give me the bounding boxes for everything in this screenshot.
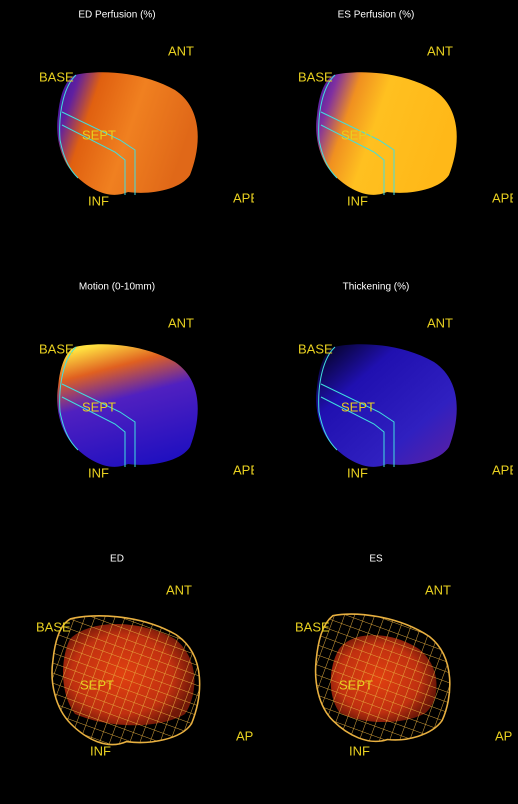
panel: ED Perfusion (%) ANT BASE SEPT INF APEX: [39, 10, 268, 209]
orientation-label: BASE: [298, 69, 333, 84]
panel: ES Perfusion (%) ANT BASE SEPT INF APEX: [298, 10, 518, 209]
orientation-label: SEPT: [82, 399, 116, 414]
orientation-label: INF: [349, 743, 370, 758]
orientation-label: APEX: [236, 728, 271, 743]
orientation-label: INF: [90, 743, 111, 758]
orientation-label: INF: [347, 193, 368, 208]
orientation-label: APEX: [233, 462, 268, 477]
orientation-label: ANT: [425, 582, 451, 597]
panel-title: ES: [369, 554, 383, 565]
orientation-label: ANT: [166, 582, 192, 597]
orientation-label: SEPT: [341, 399, 375, 414]
orientation-label: INF: [88, 465, 109, 480]
orientation-label: SEPT: [80, 677, 114, 692]
orientation-label: INF: [347, 465, 368, 480]
orientation-label: APEX: [492, 462, 518, 477]
segment-outline: [318, 346, 395, 467]
panel-title: ED: [110, 554, 124, 565]
wireframe: [314, 613, 451, 743]
orientation-label: BASE: [295, 619, 330, 634]
panel: Motion (0-10mm) ANT BASE SEPT INF APEX: [39, 282, 268, 481]
panel: ES ANT BASE SEPT INF APEX: [295, 554, 518, 759]
ventricle-surface: [57, 344, 198, 467]
ventricle-surface: [316, 344, 457, 467]
panel-title: ED Perfusion (%): [78, 10, 155, 21]
orientation-label: BASE: [298, 341, 333, 356]
orientation-label: ANT: [168, 315, 194, 330]
orientation-label: APEX: [495, 728, 518, 743]
orientation-label: SEPT: [341, 127, 375, 142]
orientation-label: INF: [88, 193, 109, 208]
orientation-label: SEPT: [82, 127, 116, 142]
panel-title: Motion (0-10mm): [79, 282, 155, 293]
segment-outline: [59, 74, 136, 195]
orientation-label: BASE: [39, 69, 74, 84]
wireframe: [51, 615, 201, 746]
orientation-label: SEPT: [339, 677, 373, 692]
orientation-label: BASE: [39, 341, 74, 356]
orientation-label: ANT: [427, 315, 453, 330]
panel: Thickening (%) ANT BASE SEPT INF APEX: [298, 282, 518, 481]
orientation-label: APEX: [233, 190, 268, 205]
orientation-label: APEX: [492, 190, 518, 205]
segment-outline: [59, 346, 136, 467]
panel-title: Thickening (%): [343, 282, 410, 293]
orientation-label: ANT: [168, 43, 194, 58]
ventricle-surface: [316, 72, 457, 195]
panel-title: ES Perfusion (%): [338, 10, 415, 21]
segment-outline: [318, 74, 395, 195]
orientation-label: BASE: [36, 619, 71, 634]
orientation-label: ANT: [427, 43, 453, 58]
panel: ED ANT BASE SEPT INF APEX: [36, 554, 271, 759]
ventricle-surface: [57, 72, 198, 195]
